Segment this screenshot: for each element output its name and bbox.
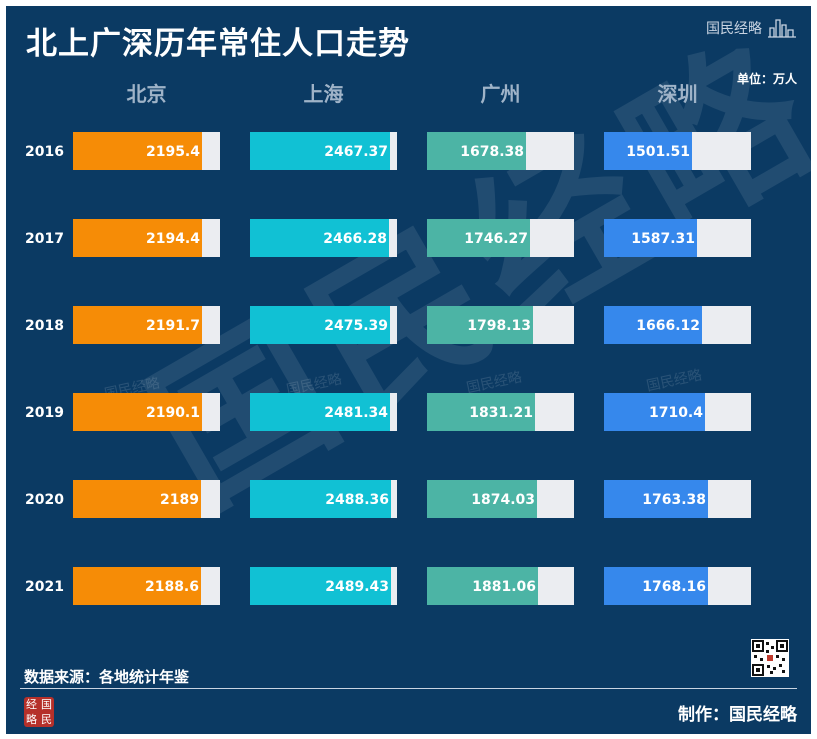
bar xyxy=(250,219,389,257)
bar xyxy=(427,132,526,170)
year-label: 2017 xyxy=(25,231,64,247)
value-label: 2481.34 xyxy=(324,405,388,421)
bar xyxy=(73,132,202,170)
bar xyxy=(250,480,391,518)
bar xyxy=(250,393,390,431)
value-label: 1501.51 xyxy=(626,144,690,160)
bar xyxy=(250,306,390,344)
value-label: 2190.1 xyxy=(146,405,200,421)
value-label: 1710.4 xyxy=(649,405,703,421)
unit-label: 单位：万人 xyxy=(736,72,797,86)
value-label: 2466.28 xyxy=(323,231,387,247)
bar xyxy=(604,480,708,518)
value-label: 1798.13 xyxy=(467,318,531,334)
year-label: 2020 xyxy=(25,492,64,508)
bar xyxy=(427,393,535,431)
bar xyxy=(604,132,692,170)
value-label: 2475.39 xyxy=(324,318,388,334)
chart-title: 北上广深历年常住人口走势 xyxy=(26,26,410,62)
bar-chart: 北京 上海 广州 深圳 2016 2017 2018 2019 2020 2021 2195.4 21… xyxy=(25,82,751,605)
value-label: 2489.43 xyxy=(325,579,389,595)
bar xyxy=(73,393,202,431)
value-label: 1763.38 xyxy=(642,492,706,508)
series-header: 上海 xyxy=(304,82,344,106)
brand-seal: 经 国 略 民 xyxy=(24,697,54,727)
bar xyxy=(427,219,530,257)
value-label: 1678.38 xyxy=(460,144,524,160)
value-label: 1666.12 xyxy=(636,318,700,334)
qr-code-icon xyxy=(751,639,789,677)
bar xyxy=(73,306,202,344)
data-source-note: 数据来源：各地统计年鉴 xyxy=(24,668,190,686)
value-label: 1874.03 xyxy=(471,492,535,508)
value-label: 2188.6 xyxy=(145,579,199,595)
value-label: 2488.36 xyxy=(325,492,389,508)
value-label: 2195.4 xyxy=(146,144,200,160)
series-header: 深圳 xyxy=(658,82,698,106)
bar xyxy=(604,219,697,257)
bar xyxy=(427,480,537,518)
bar xyxy=(250,567,391,605)
value-label: 1746.27 xyxy=(464,231,528,247)
bar xyxy=(73,219,202,257)
brand-name: 国民经略 xyxy=(706,21,762,37)
year-label: 2018 xyxy=(25,318,64,334)
value-label: 2191.7 xyxy=(146,318,200,334)
credit-label: 制作：国民经略 xyxy=(678,705,797,725)
seal-char: 民 xyxy=(41,713,52,726)
bar xyxy=(427,567,538,605)
series-header: 北京 xyxy=(127,82,167,106)
bar xyxy=(604,393,705,431)
seal-char: 略 xyxy=(26,713,37,726)
seal-char: 经 xyxy=(26,698,37,711)
bar xyxy=(427,306,533,344)
bar xyxy=(604,567,708,605)
bar xyxy=(73,567,201,605)
bar xyxy=(250,132,390,170)
value-label: 2194.4 xyxy=(146,231,200,247)
value-label: 1768.16 xyxy=(642,579,706,595)
value-label: 1881.06 xyxy=(472,579,536,595)
seal-char: 国 xyxy=(41,698,52,711)
city-skyline-icon xyxy=(768,19,796,38)
brand-logo: 国民经略 xyxy=(706,16,797,38)
bar xyxy=(73,480,201,518)
value-label: 1831.21 xyxy=(469,405,533,421)
year-label: 2019 xyxy=(25,405,64,421)
value-label: 2189 xyxy=(160,492,199,508)
infographic-frame: 国民经略 国民经略 国民经略 国民经略 国民经略 北上广深历年常住人口走势 国民… xyxy=(6,6,811,734)
year-label: 2016 xyxy=(25,144,64,160)
value-label: 2467.37 xyxy=(324,144,388,160)
value-label: 1587.31 xyxy=(631,231,695,247)
bar xyxy=(604,306,702,344)
series-header: 广州 xyxy=(481,82,521,106)
footer-divider xyxy=(20,688,797,689)
year-label: 2021 xyxy=(25,579,64,595)
